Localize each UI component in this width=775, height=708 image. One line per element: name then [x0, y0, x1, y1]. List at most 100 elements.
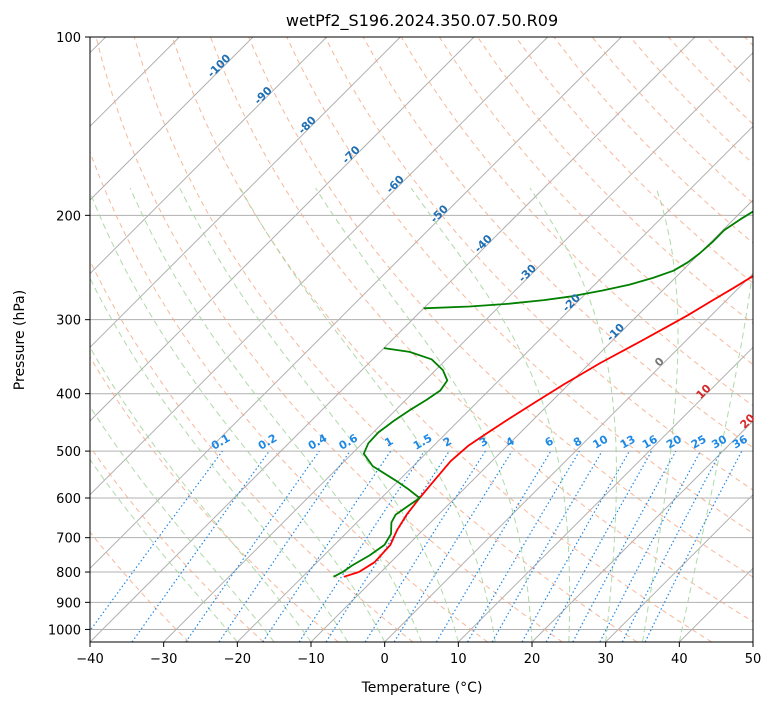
dry-adiabat	[668, 37, 753, 125]
mixing-ratio-label: 8	[571, 435, 584, 450]
moist-adiabat	[179, 187, 459, 642]
isotherm-label: -30	[516, 261, 539, 284]
mixing-ratio-line	[131, 450, 270, 642]
moist-adiabat	[410, 187, 571, 642]
mixing-ratio-label: 13	[618, 433, 638, 452]
dry-adiabat	[438, 37, 753, 366]
x-tick-label: 10	[450, 652, 467, 667]
y-tick-label: 500	[56, 445, 81, 460]
mixing-ratio-line	[298, 450, 425, 642]
dry-adiabat	[591, 37, 753, 204]
mixing-ratio-line	[325, 450, 450, 642]
mixing-ratio-label: 0.1	[209, 432, 232, 453]
mixing-ratio-line	[644, 450, 743, 642]
isotherm-line	[310, 199, 753, 642]
isotherm-line	[236, 125, 753, 642]
isotherm-label: -100	[205, 51, 234, 80]
mixing-ratio-line	[435, 450, 552, 642]
isotherm-line	[90, 37, 254, 201]
mixing-ratio-line	[218, 450, 351, 642]
isotherm-label: -70	[340, 143, 363, 166]
y-tick-label: 300	[56, 314, 81, 329]
x-tick-label: −40	[76, 652, 103, 667]
y-tick-label: 700	[56, 532, 81, 547]
dry-adiabat	[90, 445, 264, 642]
dry-adiabat	[133, 37, 638, 642]
moist-adiabat	[90, 190, 386, 642]
plot-area	[90, 37, 753, 642]
isotherm-line	[457, 346, 753, 642]
x-tick-label: 20	[524, 652, 541, 667]
x-tick-label: −30	[150, 652, 177, 667]
mixing-ratio-label: 10	[590, 432, 610, 451]
dewpoint-line-upper	[423, 210, 753, 310]
x-tick-label: 50	[745, 652, 762, 667]
isotherm-line	[90, 37, 622, 570]
dry-adiabat	[553, 37, 753, 244]
mixing-ratio-line	[466, 450, 580, 642]
mixing-ratio-label: 16	[640, 432, 660, 451]
isotherm-line	[90, 37, 549, 496]
isotherm-label: 10	[694, 381, 714, 401]
moist-adiabat	[315, 187, 533, 642]
x-tick-label: −20	[224, 652, 251, 667]
dry-adiabat	[286, 37, 753, 534]
x-tick-label: 40	[671, 652, 688, 667]
isotherm-line	[90, 37, 696, 642]
dry-adiabat	[400, 37, 753, 407]
isotherm-label: -10	[604, 321, 627, 344]
dry-adiabat	[744, 37, 753, 47]
moist-adiabat	[90, 458, 238, 642]
isotherm-line	[90, 37, 475, 422]
mixing-ratio-line	[393, 450, 513, 642]
y-tick-label: 900	[56, 596, 81, 611]
moist-adiabat	[678, 264, 753, 642]
moist-adiabat	[642, 188, 679, 642]
mixing-ratio-line	[545, 450, 653, 642]
y-tick-label: 400	[56, 388, 81, 403]
mixing-ratio-label: 36	[730, 432, 750, 451]
temperature-line	[343, 274, 753, 578]
y-tick-label: 1000	[48, 623, 81, 638]
dry-adiabat	[210, 37, 753, 623]
x-axis-label: Temperature (°C)	[361, 680, 483, 696]
dry-adiabat	[515, 37, 753, 284]
mixing-ratio-label: 20	[664, 432, 684, 451]
isotherm-label: 20	[738, 411, 758, 431]
moist-adiabat	[90, 277, 349, 642]
moist-adiabat	[129, 187, 422, 642]
plot-frame	[89, 36, 754, 643]
mixing-ratio-label: 25	[689, 433, 709, 452]
mixing-ratio-line	[185, 450, 320, 642]
mixing-ratio-label: 3	[477, 435, 490, 450]
dry-adiabat	[90, 150, 488, 642]
dewpoint-line	[333, 347, 449, 578]
chart-title: wetPf2_S196.2024.350.07.50.R09	[286, 11, 558, 31]
isotherm-line	[90, 37, 401, 349]
mixing-ratio-label: 30	[709, 432, 729, 451]
moist-adiabat	[529, 187, 617, 642]
x-axis: −40 −30 −20 −10 0 10 20 30 40 50	[76, 642, 761, 667]
dry-adiabat	[95, 37, 563, 642]
mixing-ratio-label: 1.5	[411, 432, 434, 453]
y-tick-label: 800	[56, 566, 81, 581]
isotherm-label: -80	[296, 113, 319, 136]
dry-adiabat	[90, 259, 414, 642]
y-axis: 100 200 300 400 500 600 700 800 900 1000	[48, 31, 90, 638]
isotherm-line	[384, 272, 753, 642]
dry-adiabat	[90, 531, 190, 642]
x-tick-label: 0	[381, 652, 389, 667]
isotherm-line	[605, 493, 753, 642]
mixing-ratio-label: 1	[382, 435, 395, 450]
x-tick-label: −10	[297, 652, 324, 667]
y-axis-label: Pressure (hPa)	[12, 290, 28, 390]
isotherm-label: -60	[384, 173, 407, 196]
dry-adiabat	[90, 356, 339, 642]
dry-adiabat	[706, 37, 753, 86]
isotherm-line	[163, 51, 753, 642]
mixing-ratio-line	[572, 450, 677, 642]
y-tick-label: 200	[56, 209, 81, 224]
isotherm-line	[531, 420, 753, 642]
mixing-ratio-label: 0.4	[306, 431, 330, 452]
isotherm-label: -40	[472, 232, 495, 255]
